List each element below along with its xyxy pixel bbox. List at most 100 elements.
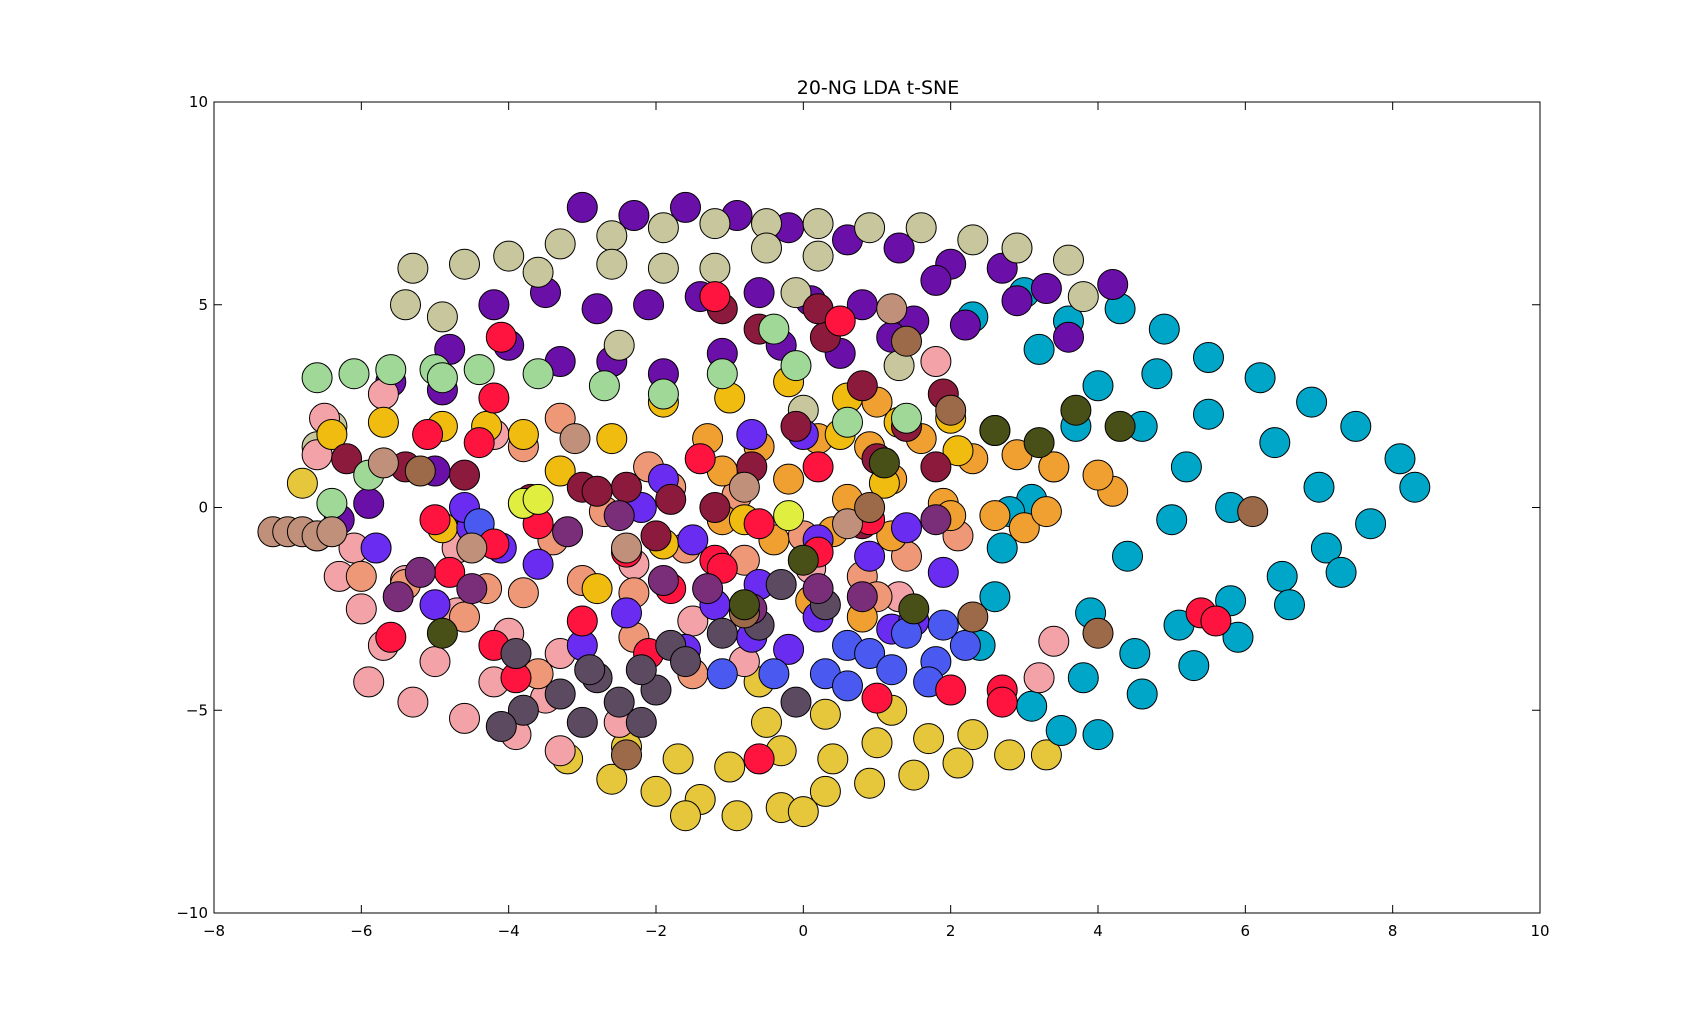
- scatter-point: [706, 658, 738, 690]
- scatter-point: [773, 633, 805, 665]
- scatter-point: [986, 532, 1018, 564]
- scatter-point: [957, 719, 989, 751]
- scatter-point: [751, 706, 782, 738]
- scatter-point: [1310, 532, 1342, 564]
- scatter-point: [507, 577, 539, 609]
- scatter-point: [1023, 662, 1055, 694]
- scatter-point: [736, 419, 768, 450]
- scatter-point: [802, 208, 834, 240]
- scatter-point: [773, 500, 805, 532]
- scatter-point: [706, 617, 738, 649]
- scatter-point: [588, 370, 620, 402]
- scatter-point: [1237, 496, 1269, 528]
- scatter-point: [1156, 504, 1188, 536]
- y-axis: −10 −5 0 5 10: [176, 93, 1540, 922]
- scatter-point: [1016, 690, 1048, 722]
- scatter-point: [1023, 333, 1055, 365]
- scatter-point: [1274, 589, 1305, 621]
- scatter-point: [728, 471, 760, 503]
- scatter-point: [596, 220, 628, 252]
- scatter-point: [1222, 621, 1254, 653]
- scatter-point: [426, 301, 458, 333]
- scatter-point: [780, 350, 812, 382]
- scatter-point: [419, 646, 451, 678]
- scatter-point: [809, 698, 841, 730]
- scatter-point: [913, 723, 945, 755]
- scatter-point: [1053, 321, 1084, 353]
- scatter-point: [1082, 370, 1114, 402]
- scatter-point: [1112, 540, 1143, 572]
- scatter-point: [338, 358, 370, 390]
- scatter-point: [603, 329, 635, 361]
- scatter-point: [1178, 650, 1210, 682]
- scatter-point: [647, 252, 679, 284]
- scatter-point: [286, 467, 318, 499]
- scatter-point: [935, 674, 967, 706]
- scatter-point: [611, 739, 642, 771]
- scatter-point: [854, 638, 886, 669]
- scatter-point: [1384, 443, 1416, 475]
- scatter-point: [1193, 398, 1224, 430]
- scatter-point: [544, 455, 576, 487]
- scatter-point: [507, 419, 539, 450]
- scatter-point: [699, 252, 731, 284]
- scatter-point: [780, 410, 812, 442]
- scatter-point: [787, 544, 819, 576]
- scatter-point: [758, 658, 790, 690]
- scatter-point: [832, 508, 863, 540]
- scatter-point: [611, 532, 642, 564]
- scatter-point: [596, 248, 628, 280]
- x-tick-label: 4: [1093, 922, 1103, 940]
- scatter-point: [485, 321, 517, 353]
- scatter-point: [618, 200, 650, 231]
- scatter-point: [1082, 719, 1114, 751]
- scatter-point: [891, 402, 922, 434]
- scatter-point: [574, 654, 606, 686]
- scatter-point: [353, 666, 385, 698]
- scatter-point: [544, 228, 576, 260]
- scatter-point: [1038, 625, 1070, 657]
- scatter-point: [1340, 410, 1372, 442]
- scatter-point: [345, 560, 377, 592]
- scatter-point: [1170, 451, 1202, 483]
- scatter-point: [655, 483, 687, 515]
- scatter-point: [1355, 508, 1387, 540]
- scatter-point: [699, 492, 731, 523]
- x-tick-label: −6: [350, 922, 372, 940]
- scatter-points: [257, 191, 1431, 832]
- scatter-point: [1001, 232, 1033, 264]
- scatter-point: [552, 516, 584, 548]
- scatter-point: [316, 419, 348, 450]
- scatter-point: [397, 252, 429, 284]
- scatter-point: [670, 191, 701, 223]
- scatter-point: [544, 678, 576, 710]
- chart-title: 20-NG LDA t-SNE: [797, 77, 960, 99]
- x-tick-label: 10: [1530, 922, 1549, 940]
- scatter-point: [640, 520, 672, 552]
- scatter-point: [426, 617, 458, 649]
- scatter-point: [846, 370, 878, 402]
- scatter-point: [596, 763, 628, 795]
- scatter-point: [1045, 715, 1077, 746]
- scatter-point: [647, 565, 679, 596]
- scatter-point: [684, 443, 716, 475]
- scatter-point: [802, 451, 834, 483]
- scatter-point: [449, 248, 480, 280]
- scatter-point: [1148, 313, 1180, 345]
- scatter-point: [699, 208, 731, 240]
- scatter-point: [949, 309, 981, 341]
- scatter-point: [1303, 471, 1335, 503]
- x-tick-label: −4: [498, 922, 520, 940]
- scatter-point: [500, 638, 532, 669]
- scatter-point: [360, 532, 392, 564]
- scatter-point: [419, 589, 451, 621]
- scatter-point: [920, 504, 952, 536]
- scatter-point: [846, 581, 878, 613]
- scatter-point: [1030, 273, 1062, 304]
- scatter-point: [920, 346, 952, 377]
- scatter-point: [353, 487, 385, 519]
- x-tick-label: 6: [1241, 922, 1251, 940]
- scatter-point: [891, 325, 922, 357]
- scatter-point: [603, 500, 635, 532]
- scatter-point: [1053, 244, 1084, 276]
